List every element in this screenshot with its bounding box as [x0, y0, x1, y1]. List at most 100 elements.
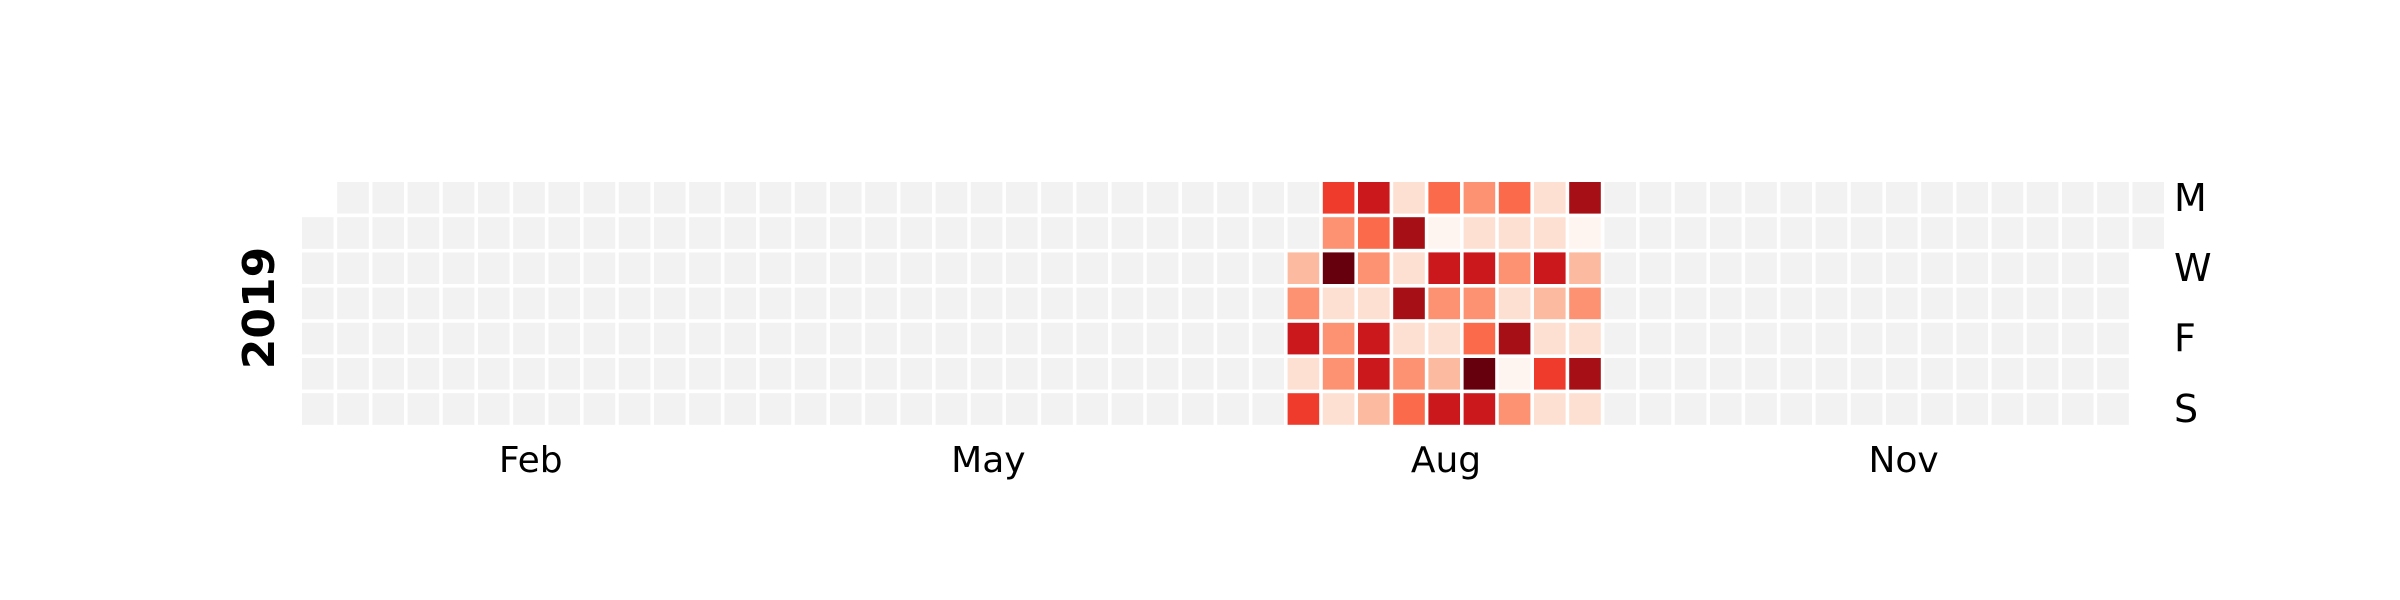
- day-cell: [1287, 393, 1320, 425]
- day-cell: [337, 252, 369, 284]
- day-cell: [478, 393, 510, 425]
- day-cell: [1886, 217, 1918, 249]
- day-cell: [407, 252, 440, 284]
- day-cell: [865, 393, 897, 425]
- day-cell: [618, 287, 651, 320]
- day-cell: [724, 358, 756, 390]
- day-cell: [1604, 393, 1636, 425]
- day-cell: [1710, 287, 1742, 320]
- day-cell: [442, 252, 475, 284]
- day-cell: [1498, 393, 1531, 425]
- day-cell: [1956, 358, 1988, 390]
- day-cell: [724, 252, 756, 284]
- day-cell: [407, 358, 440, 390]
- day-cell: [654, 252, 686, 284]
- day-cell: [1639, 322, 1672, 355]
- day-cell: [794, 358, 827, 390]
- day-cell: [1815, 358, 1848, 390]
- day-cell: [1639, 287, 1672, 320]
- day-cell: [935, 217, 968, 249]
- day-cell: [1569, 393, 1601, 425]
- day-label-s: S: [2174, 387, 2198, 431]
- day-cell: [2026, 182, 2059, 214]
- day-cell: [442, 322, 475, 355]
- day-cell: [2062, 393, 2094, 425]
- day-cell: [1463, 252, 1496, 284]
- day-cell: [1252, 358, 1284, 390]
- day-cell: [1463, 287, 1496, 320]
- day-cell: [900, 182, 932, 214]
- day-cell: [1428, 217, 1460, 249]
- day-cell: [1393, 322, 1425, 355]
- day-cell: [407, 322, 440, 355]
- day-cell: [865, 358, 897, 390]
- day-cell: [689, 358, 721, 390]
- day-cell: [478, 322, 510, 355]
- day-cell: [2097, 252, 2129, 284]
- day-cell: [1674, 287, 1707, 320]
- day-cell: [970, 182, 1003, 214]
- year-label: 2019: [234, 247, 285, 369]
- day-cell: [1006, 217, 1038, 249]
- day-cell: [442, 182, 475, 214]
- day-cell: [1111, 322, 1144, 355]
- day-cell: [1076, 252, 1108, 284]
- day-cell: [1886, 322, 1918, 355]
- day-cell: [1850, 322, 1883, 355]
- day-cell: [1217, 287, 1249, 320]
- day-cell: [1006, 393, 1038, 425]
- day-cell: [618, 182, 651, 214]
- day-cell: [337, 393, 369, 425]
- day-cell: [372, 287, 404, 320]
- day-cell: [1604, 287, 1636, 320]
- day-cell: [1850, 287, 1883, 320]
- day-cell: [1991, 287, 2024, 320]
- day-cell: [794, 287, 827, 320]
- day-cell: [1006, 182, 1038, 214]
- day-cell: [1463, 217, 1496, 249]
- day-cell: [2026, 358, 2059, 390]
- day-cell: [407, 287, 440, 320]
- day-cell: [1639, 217, 1672, 249]
- day-cell: [302, 252, 334, 284]
- cells-layer: [302, 182, 2164, 425]
- day-cell: [1498, 252, 1531, 284]
- day-cell: [1393, 252, 1425, 284]
- month-label-aug: Aug: [1411, 440, 1481, 481]
- day-cell: [302, 358, 334, 390]
- day-cell: [1674, 358, 1707, 390]
- day-cell: [1322, 393, 1355, 425]
- day-cell: [1956, 393, 1988, 425]
- day-cell: [900, 217, 932, 249]
- day-cell: [2062, 358, 2094, 390]
- day-cell: [1287, 287, 1320, 320]
- day-cell: [1393, 217, 1425, 249]
- day-cell: [337, 322, 369, 355]
- day-cell: [2062, 252, 2094, 284]
- day-cell: [1252, 217, 1284, 249]
- day-cell: [1463, 393, 1496, 425]
- day-label-m: M: [2174, 176, 2207, 220]
- day-cell: [1463, 322, 1496, 355]
- day-cell: [654, 182, 686, 214]
- day-cell: [1252, 287, 1284, 320]
- day-cell: [1850, 358, 1883, 390]
- day-cell: [1956, 252, 1988, 284]
- day-cell: [1393, 182, 1425, 214]
- day-cell: [1041, 393, 1073, 425]
- day-cell: [583, 217, 616, 249]
- day-cell: [1287, 217, 1320, 249]
- day-cell: [1393, 393, 1425, 425]
- day-cell: [1815, 393, 1848, 425]
- day-cell: [2026, 252, 2059, 284]
- day-cell: [1639, 358, 1672, 390]
- day-cell: [1146, 217, 1179, 249]
- day-cell: [865, 252, 897, 284]
- day-cell: [1780, 393, 1812, 425]
- day-cell: [1850, 182, 1883, 214]
- day-cell: [1815, 252, 1848, 284]
- day-cell: [2062, 287, 2094, 320]
- day-cell: [935, 252, 968, 284]
- day-cell: [1745, 182, 1777, 214]
